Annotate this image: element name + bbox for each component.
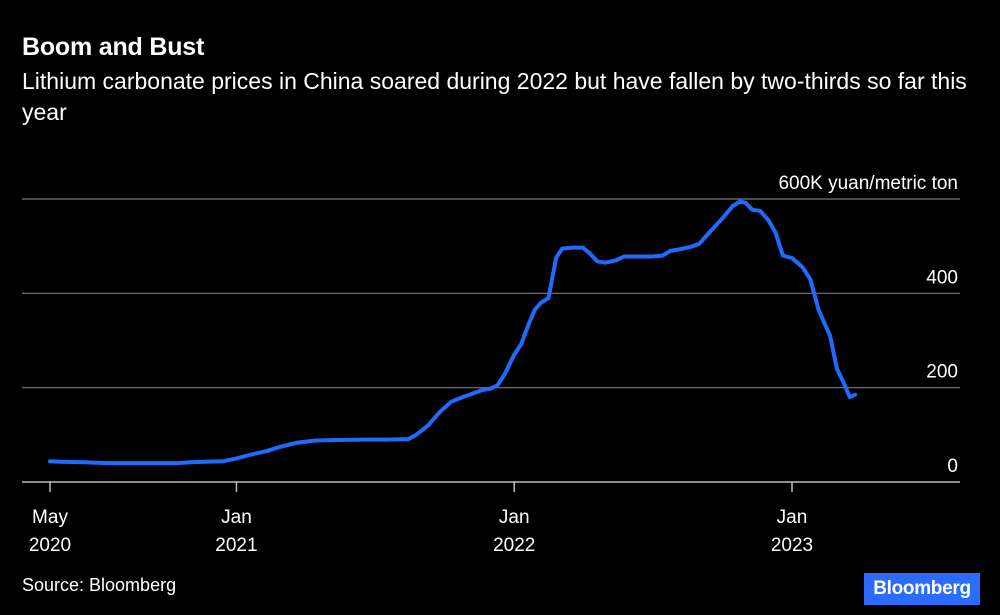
- chart-subtitle: Lithium carbonate prices in China soared…: [22, 68, 967, 125]
- x-tick-label: Jan: [499, 507, 530, 528]
- bloomberg-logo: Bloomberg: [864, 573, 980, 605]
- source-note: Source: Bloomberg: [22, 575, 177, 595]
- price-series-line: [48, 199, 858, 466]
- y-tick-label: 600K yuan/metric ton: [778, 173, 958, 194]
- x-tick-label: 2022: [493, 535, 535, 556]
- y-tick-label: 200: [926, 362, 958, 383]
- x-tick-label: May: [32, 507, 68, 528]
- x-tick-label: 2020: [29, 535, 71, 556]
- y-tick-label: 0: [947, 456, 958, 477]
- y-tick-label: 400: [926, 267, 958, 288]
- x-tick-label: 2023: [771, 535, 813, 556]
- x-tick-label: Jan: [777, 507, 808, 528]
- x-tick-label: Jan: [221, 507, 252, 528]
- chart-title: Boom and Bust: [22, 33, 205, 61]
- x-tick-label: 2021: [215, 535, 257, 556]
